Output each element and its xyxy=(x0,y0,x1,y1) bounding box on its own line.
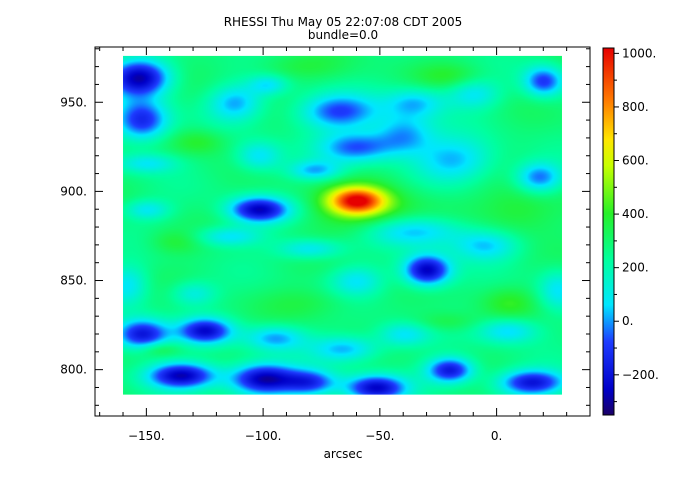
heatmap-image xyxy=(123,55,562,395)
x-tick-label: −150. xyxy=(128,429,165,443)
y-axis: 800. 850. 900. 950. xyxy=(60,48,590,406)
colorbar xyxy=(602,47,615,416)
colorbar-tick-label: 400. xyxy=(622,207,649,221)
x-axis: −150. −100. −50. 0. xyxy=(99,47,591,443)
colorbar-tick-label: 1000. xyxy=(622,46,656,60)
plot-frame xyxy=(94,46,591,417)
colorbar-tick-label: −200. xyxy=(622,368,659,382)
y-tick-label: 850. xyxy=(60,274,87,288)
x-tick-label: −50. xyxy=(365,429,394,443)
chart-title: RHESSI Thu May 05 22:07:08 CDT 2005 xyxy=(224,15,463,29)
colorbar-tick-label: 800. xyxy=(622,100,649,114)
y-tick-label: 900. xyxy=(60,184,87,198)
y-tick-label: 950. xyxy=(60,95,87,109)
y-tick-label: 800. xyxy=(60,363,87,377)
x-tick-label: −100. xyxy=(245,429,282,443)
x-axis-label: arcsec xyxy=(324,447,363,461)
chart-subtitle: bundle=0.0 xyxy=(308,28,378,42)
colorbar-tick-label: 0. xyxy=(622,314,633,328)
colorbar-axis: −200. 0. 200. 400. 600. 800. 1000. xyxy=(614,46,659,403)
x-tick-label: 0. xyxy=(491,429,502,443)
colorbar-tick-label: 600. xyxy=(622,154,649,168)
colorbar-tick-label: 200. xyxy=(622,261,649,275)
